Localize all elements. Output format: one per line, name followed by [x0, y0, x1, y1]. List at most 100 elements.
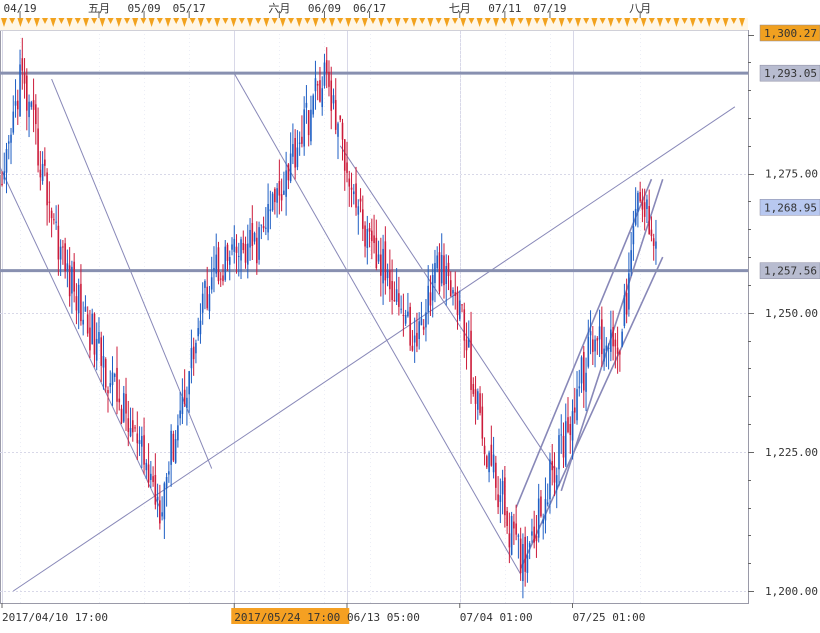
top-tick [501, 18, 508, 24]
candle [244, 236, 247, 269]
candle-body [641, 199, 644, 210]
candle-body [206, 286, 209, 309]
candle-body [168, 471, 170, 475]
candle-body [321, 88, 324, 108]
candle-body [278, 181, 281, 196]
candle [352, 184, 355, 205]
candle [434, 249, 436, 303]
candle [422, 319, 425, 336]
candle [59, 239, 62, 277]
candle [558, 428, 560, 487]
candle [458, 290, 461, 322]
candle [35, 94, 37, 145]
top-tick [484, 18, 491, 24]
candle [296, 130, 299, 171]
candle-body [601, 319, 603, 355]
candle [519, 527, 522, 581]
candle [100, 331, 103, 383]
candle-body [100, 337, 103, 366]
candle-body [571, 411, 574, 441]
time-axis: 2017/04/10 17:00 2017/05/24 17:00 06/13 05… [0, 603, 820, 629]
candle [456, 286, 459, 330]
candle [37, 107, 39, 173]
candle [159, 484, 161, 530]
price-level-box: 1,268.95 [759, 199, 820, 216]
top-tick [739, 18, 745, 27]
top-tick [607, 18, 614, 27]
candle-body [262, 226, 265, 229]
candle [546, 483, 549, 507]
candle-body [289, 153, 292, 182]
candle [436, 246, 439, 273]
candle [477, 388, 479, 420]
candle-body [122, 393, 125, 422]
candle-body [152, 476, 154, 482]
candle [278, 159, 281, 215]
candle [619, 349, 621, 372]
top-tick [714, 18, 721, 24]
candle-body [438, 252, 441, 292]
candle-body [57, 225, 60, 260]
candle [632, 210, 635, 261]
candle [513, 513, 515, 545]
candle [648, 189, 650, 235]
top-tick [648, 18, 655, 24]
candle [66, 249, 69, 288]
candle-body [235, 246, 238, 253]
candle [122, 385, 125, 424]
top-tick [222, 18, 229, 24]
candle-body [1, 183, 3, 185]
candle-body [274, 188, 276, 203]
candle [368, 222, 371, 248]
top-tick [279, 18, 286, 27]
candle-body [447, 262, 450, 277]
top-tick [640, 18, 647, 27]
candle-body [382, 248, 384, 284]
candle [341, 118, 344, 161]
candle-body [303, 109, 305, 147]
candle [655, 219, 657, 265]
candle [605, 337, 608, 367]
candle [630, 232, 632, 277]
top-tick [66, 18, 73, 27]
candle [510, 511, 513, 556]
candle-body [582, 351, 585, 391]
top-tick [353, 18, 360, 24]
top-tick [296, 18, 303, 27]
candle [116, 346, 118, 415]
candle [355, 166, 357, 216]
top-tick [599, 18, 606, 24]
trendline [560, 178, 664, 492]
candle [610, 310, 612, 362]
candle [526, 536, 529, 583]
candle [170, 424, 172, 487]
candle-body [528, 543, 531, 548]
candle [537, 483, 540, 543]
candle-body [75, 296, 78, 311]
top-date-label: 五月 [88, 2, 110, 15]
candle-body [362, 209, 364, 229]
candle-body [195, 342, 197, 354]
candle [280, 178, 283, 212]
top-tick [378, 18, 385, 27]
top-tick [124, 18, 130, 24]
candle [75, 283, 78, 325]
candle [346, 141, 348, 183]
candle [339, 115, 342, 123]
candle-body [192, 346, 195, 360]
candle-body [190, 348, 193, 369]
candle [522, 533, 524, 599]
candle-body [632, 226, 635, 245]
candle [544, 477, 547, 534]
candle [337, 121, 339, 160]
top-tick [320, 18, 327, 24]
price-level-box-bg [759, 24, 820, 42]
top-tick [427, 18, 434, 27]
time-tick-label: 06/13 05:00 [347, 611, 420, 624]
candle-body [37, 128, 39, 166]
top-tick [74, 18, 81, 24]
top-tick [345, 18, 352, 27]
candle [141, 426, 143, 469]
top-tick [476, 18, 483, 27]
